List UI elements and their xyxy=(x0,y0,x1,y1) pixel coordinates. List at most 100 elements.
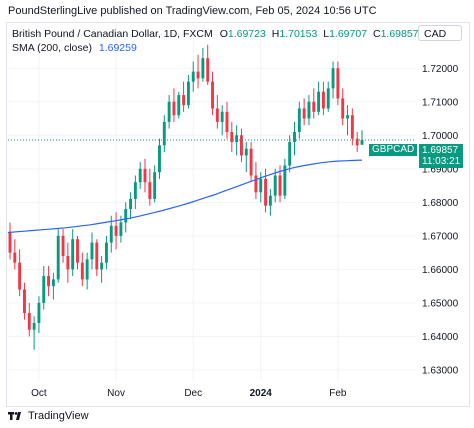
candle-body xyxy=(254,175,258,193)
candle-body xyxy=(355,138,359,146)
candle-body xyxy=(32,323,36,330)
candle-body xyxy=(95,242,99,270)
y-tick-label: 1.68000 xyxy=(422,198,459,209)
candle-body xyxy=(90,242,94,260)
candle-body xyxy=(80,262,84,280)
candle-body xyxy=(47,276,51,287)
candle-body xyxy=(336,68,340,99)
candle-body xyxy=(302,108,306,119)
candle-body xyxy=(225,111,229,132)
legend: British Pound / Canadian Dollar, 1D, FXC… xyxy=(12,27,427,55)
candle-body xyxy=(51,279,55,287)
candle-body xyxy=(215,108,219,122)
candle-body xyxy=(76,239,79,263)
y-tick-label: 1.65000 xyxy=(422,298,459,309)
candle-body xyxy=(211,81,214,109)
y-tick-label: 1.67000 xyxy=(422,231,459,242)
x-tick-label: Dec xyxy=(184,388,202,399)
symbol-price-tag: GBPCAD xyxy=(369,144,418,156)
chart-frame[interactable] xyxy=(6,22,470,407)
candle-body xyxy=(273,175,277,196)
candle-body xyxy=(153,172,157,199)
candle-body xyxy=(206,58,210,82)
candle-body xyxy=(196,71,200,79)
publish-bar: PoundSterlingLive published on TradingVi… xyxy=(0,0,474,22)
x-tick-label: Nov xyxy=(107,388,125,399)
candles xyxy=(8,44,364,350)
low-value: 1.69707 xyxy=(329,28,368,40)
publisher-text: PoundSterlingLive published on TradingVi… xyxy=(8,5,377,17)
candle-body xyxy=(100,262,104,270)
y-tick-label: 1.64000 xyxy=(422,332,459,343)
candle-body xyxy=(162,121,166,146)
candle-body xyxy=(297,108,301,132)
candle-body xyxy=(56,235,60,280)
y-tick-label: 1.70000 xyxy=(422,131,459,142)
legend-symbol-row: British Pound / Canadian Dollar, 1D, FXC… xyxy=(12,27,427,41)
candle-body xyxy=(23,289,26,313)
x-axis[interactable]: Oct Nov Dec 2024 Feb xyxy=(31,388,347,399)
candle-body xyxy=(264,178,268,206)
candle-body xyxy=(129,198,132,210)
candle-body xyxy=(268,195,272,206)
open-value: 1.69723 xyxy=(227,28,266,40)
candle-body xyxy=(18,262,22,290)
y-tick-label: 1.66000 xyxy=(422,265,459,276)
candle-body xyxy=(104,242,108,263)
candle-body xyxy=(27,312,31,330)
last-price-tag: 1.69857 11:03:21 xyxy=(419,144,463,168)
candle-body xyxy=(177,95,181,116)
candle-body xyxy=(71,239,75,270)
x-tick-label: Oct xyxy=(31,388,47,399)
symbol-name: British Pound / Canadian Dollar, 1D, FXC… xyxy=(12,28,213,40)
sma-label: SMA (200, close) xyxy=(12,42,92,54)
candle-body xyxy=(114,225,118,236)
candle-body xyxy=(317,91,321,112)
candle-body xyxy=(119,222,123,236)
candle-body xyxy=(37,302,41,324)
candle-body xyxy=(259,178,263,193)
grid xyxy=(8,23,416,380)
candle-body xyxy=(148,182,152,199)
x-tick-label: 2024 xyxy=(250,388,273,399)
candle-body xyxy=(312,101,316,112)
candle-body xyxy=(182,95,186,106)
candle-body xyxy=(346,115,349,119)
candle-body xyxy=(124,209,128,223)
candle-body xyxy=(42,276,46,303)
low-key: L xyxy=(323,28,330,40)
candle-body xyxy=(61,235,65,256)
open-key: O xyxy=(219,28,228,40)
candle-body xyxy=(66,255,70,270)
candle-body xyxy=(167,101,171,122)
candle-body xyxy=(138,168,142,183)
y-tick-label: 1.63000 xyxy=(422,365,459,376)
y-tick-label: 1.72000 xyxy=(422,64,459,75)
candle-body xyxy=(321,91,325,109)
candle-body xyxy=(133,182,137,199)
candle-body xyxy=(191,71,195,82)
brand-name: TradingView xyxy=(28,410,89,422)
candle-body xyxy=(307,101,311,119)
candle-body xyxy=(350,115,354,139)
legend-sma-row: SMA (200, close) 1.69259 xyxy=(12,41,427,55)
footer: TradingView xyxy=(8,410,89,422)
sma-line xyxy=(7,159,363,234)
candle-body xyxy=(201,58,205,79)
candle-body xyxy=(283,165,287,196)
tradingview-logo-icon xyxy=(8,412,21,420)
candle-body xyxy=(158,145,161,173)
candle-body xyxy=(220,111,224,122)
candle-body xyxy=(360,139,364,145)
close-key: C xyxy=(372,28,381,40)
bar-countdown: 11:03:21 xyxy=(422,156,461,167)
candle-body xyxy=(240,135,243,156)
candle-body xyxy=(230,131,234,142)
candle-body xyxy=(109,225,113,243)
candle-body xyxy=(288,142,292,166)
currency-selector[interactable]: CAD xyxy=(418,25,462,41)
y-axis[interactable]: 1.730001.720001.710001.700001.690001.680… xyxy=(422,30,459,376)
candle-body xyxy=(331,68,335,89)
sma-value: 1.69259 xyxy=(98,42,137,54)
